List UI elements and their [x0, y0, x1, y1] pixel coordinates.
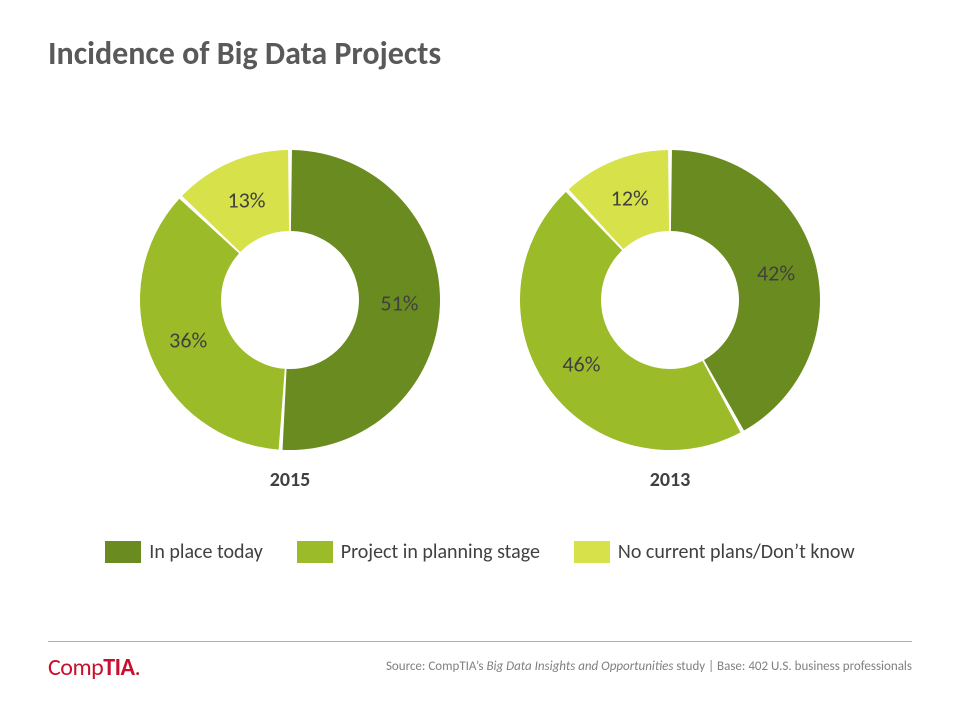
- logo-dot: .: [135, 653, 141, 682]
- charts-row: 51% 36% 13% 2015 42% 46% 12% 2013: [0, 150, 960, 492]
- year-label-2015: 2015: [270, 468, 311, 492]
- footer-divider: [48, 641, 912, 642]
- legend-swatch-in-place: [105, 541, 141, 563]
- donut-2015: 51% 36% 13%: [140, 150, 440, 450]
- chart-2015: 51% 36% 13% 2015: [140, 150, 440, 492]
- source-text: Source: CompTIA’s Big Data Insights and …: [386, 659, 912, 674]
- slice-label-no_plans: 13%: [227, 186, 265, 213]
- legend: In place today Project in planning stage…: [0, 540, 960, 564]
- year-label-2013: 2013: [650, 468, 691, 492]
- comptia-logo: CompTIA.: [48, 653, 140, 682]
- legend-item-in-place: In place today: [105, 540, 263, 564]
- chart-2013: 42% 46% 12% 2013: [520, 150, 820, 492]
- logo-bold: TIA: [103, 653, 134, 682]
- logo-prefix: Comp: [48, 653, 103, 682]
- legend-item-planning: Project in planning stage: [297, 540, 540, 564]
- slice-label-planning: 46%: [562, 351, 600, 378]
- legend-item-no-plans: No current plans/Don’t know: [574, 540, 855, 564]
- slice-label-in_place: 42%: [757, 259, 795, 286]
- legend-label-in-place: In place today: [149, 540, 263, 564]
- source-prefix: Source: CompTIA’s: [386, 659, 487, 674]
- slice-label-planning: 36%: [169, 327, 207, 354]
- donut-2013: 42% 46% 12%: [520, 150, 820, 450]
- source-italic: Big Data Insights and Opportunities: [486, 659, 673, 674]
- page-title: Incidence of Big Data Projects: [48, 34, 441, 73]
- slice-label-no_plans: 12%: [611, 185, 649, 212]
- legend-swatch-no-plans: [574, 541, 610, 563]
- legend-swatch-planning: [297, 541, 333, 563]
- source-suffix: study | Base: 402 U.S. business professi…: [673, 659, 912, 674]
- legend-label-planning: Project in planning stage: [341, 540, 540, 564]
- legend-label-no-plans: No current plans/Don’t know: [618, 540, 855, 564]
- slice-label-in_place: 51%: [380, 290, 418, 317]
